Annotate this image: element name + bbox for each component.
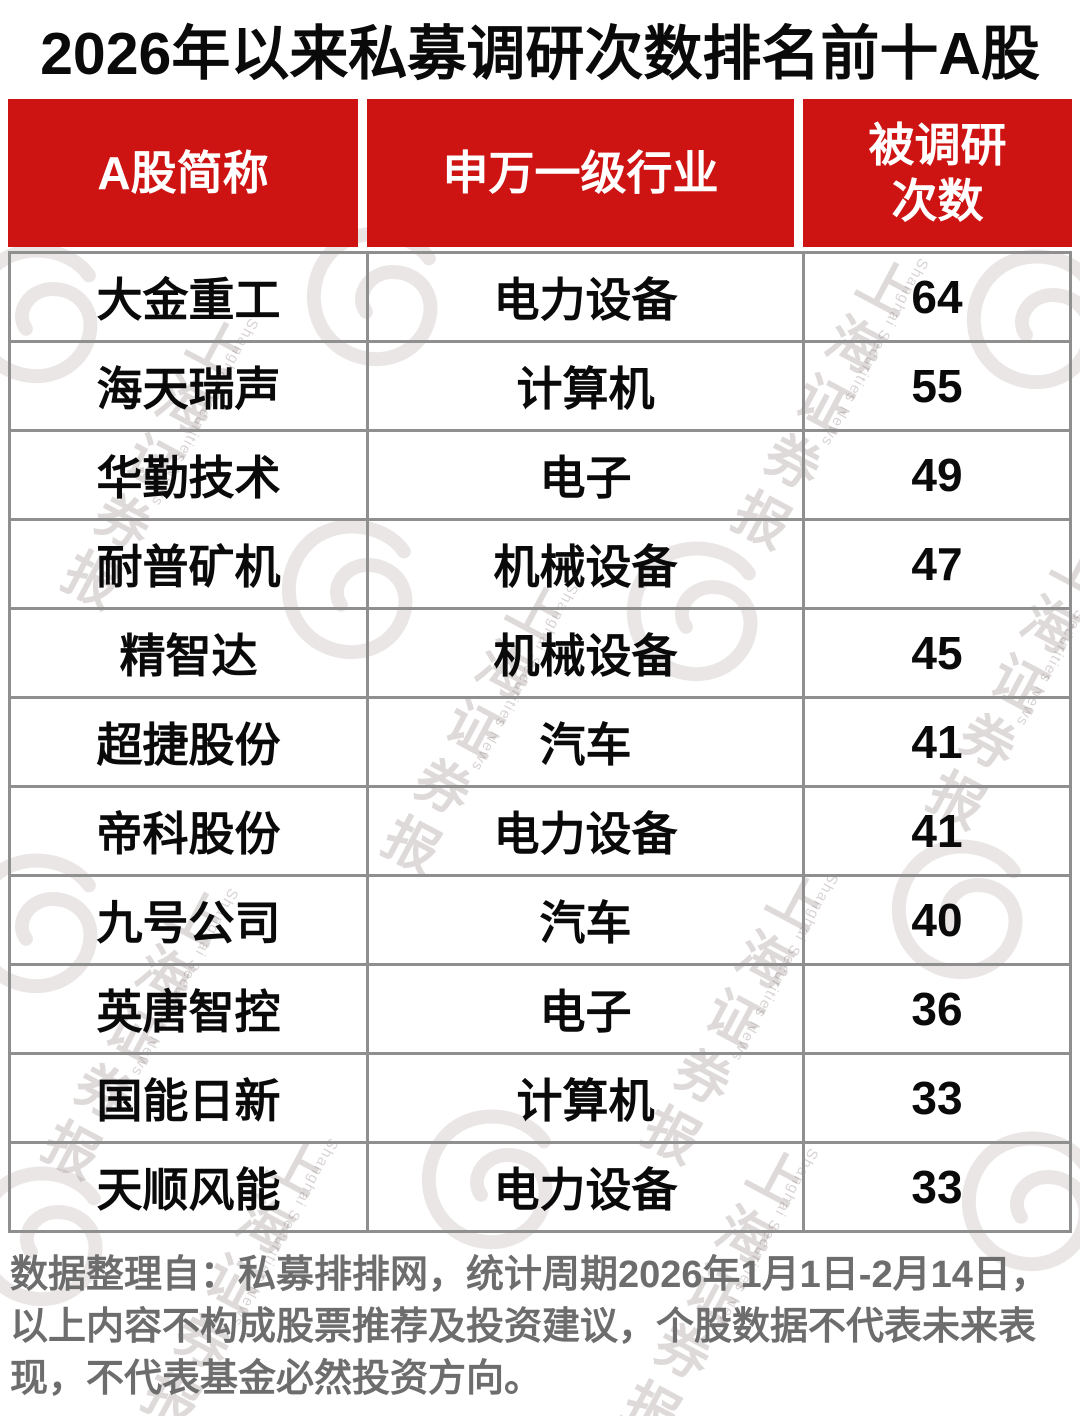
stock-name-cell: 天顺风能	[96, 1163, 281, 1216]
industry-cell: 电力设备	[366, 253, 802, 340]
table-row: 超捷股份 汽车 41	[11, 695, 1069, 785]
table-row: 精智达 机械设备 45	[11, 606, 1069, 696]
stock-name-cell: 超捷股份	[96, 718, 281, 771]
count-cell: 49	[802, 431, 1069, 518]
stock-name-cell: 耐普矿机	[96, 540, 281, 593]
table-header-row: A股简称 申万一级行业 被调研次数	[8, 98, 1072, 247]
industry-cell: 机械设备	[366, 609, 802, 696]
industry-cell: 计算机	[366, 1054, 802, 1141]
count-cell: 40	[802, 876, 1069, 963]
industry-cell: 汽车	[366, 876, 802, 963]
count-cell: 55	[802, 342, 1069, 429]
table-row: 耐普矿机 机械设备 47	[11, 517, 1069, 607]
table-row: 华勤技术 电子 49	[11, 428, 1069, 518]
stock-name-cell: 帝科股份	[96, 807, 281, 860]
table-row: 英唐智控 电子 36	[11, 962, 1069, 1052]
col-header-stock-name: A股简称	[8, 98, 358, 247]
table-body: 大金重工 电力设备 64 海天瑞声 计算机 55 华勤技术 电子 49 耐普矿机…	[8, 250, 1072, 1233]
count-cell: 33	[802, 1054, 1069, 1141]
industry-cell: 电子	[366, 965, 802, 1052]
stock-name-cell: 英唐智控	[96, 985, 281, 1038]
table-row: 天顺风能 电力设备 33	[11, 1140, 1069, 1230]
industry-cell: 电力设备	[366, 787, 802, 874]
col-header-research-count: 被调研次数	[803, 98, 1072, 247]
stock-name-cell: 九号公司	[96, 896, 281, 949]
table-row: 海天瑞声 计算机 55	[11, 339, 1069, 429]
stock-name-cell: 华勤技术	[96, 451, 281, 504]
page-title: 2026年以来私募调研次数排名前十A股	[40, 21, 1040, 87]
industry-cell: 机械设备	[366, 520, 802, 607]
count-cell: 41	[802, 698, 1069, 785]
stock-name-cell: 精智达	[119, 629, 258, 682]
count-cell: 41	[802, 787, 1069, 874]
count-cell: 33	[802, 1143, 1069, 1230]
col-header-research-count-label: 被调研次数	[868, 118, 1007, 227]
count-cell: 64	[802, 253, 1069, 340]
industry-cell: 汽车	[366, 698, 802, 785]
industry-cell: 电力设备	[366, 1143, 802, 1230]
industry-cell: 计算机	[366, 342, 802, 429]
table-row: 国能日新 计算机 33	[11, 1051, 1069, 1141]
research-count-table: A股简称 申万一级行业 被调研次数 大金重工 电力设备 64 海天瑞声 计算机 …	[8, 98, 1072, 1233]
table-row: 九号公司 汽车 40	[11, 873, 1069, 963]
col-header-industry: 申万一级行业	[367, 98, 794, 247]
stock-name-cell: 国能日新	[96, 1074, 281, 1127]
table-row: 帝科股份 电力设备 41	[11, 784, 1069, 874]
count-cell: 45	[802, 609, 1069, 696]
industry-cell: 电子	[366, 431, 802, 518]
table-row: 大金重工 电力设备 64	[11, 253, 1069, 340]
stock-name-cell: 海天瑞声	[96, 362, 281, 415]
count-cell: 36	[802, 965, 1069, 1052]
data-source-footnote: 数据整理自：私募排排网，统计周期2026年1月1日-2月14日，以上内容不构成股…	[10, 1253, 1049, 1400]
stock-name-cell: 大金重工	[96, 273, 281, 326]
count-cell: 47	[802, 520, 1069, 607]
